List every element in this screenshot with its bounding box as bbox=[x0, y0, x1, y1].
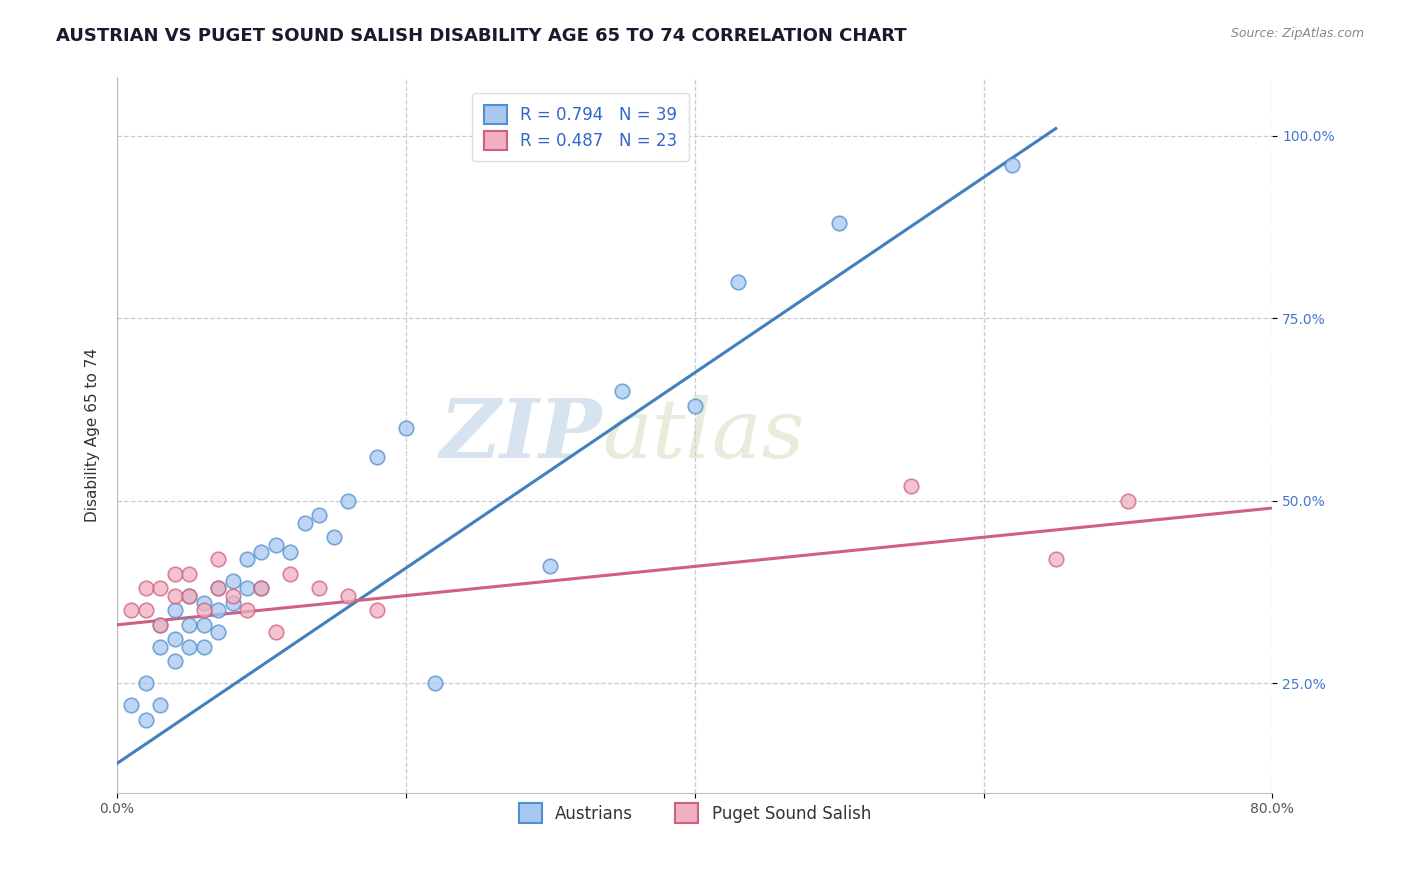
Legend: Austrians, Puget Sound Salish: Austrians, Puget Sound Salish bbox=[506, 792, 883, 834]
Point bbox=[207, 625, 229, 640]
Point bbox=[250, 582, 273, 596]
Text: atlas: atlas bbox=[602, 395, 804, 475]
Point bbox=[900, 479, 922, 493]
Point bbox=[193, 617, 215, 632]
Point bbox=[120, 698, 142, 712]
Point bbox=[135, 582, 157, 596]
Point bbox=[250, 582, 273, 596]
Point bbox=[179, 589, 201, 603]
Point bbox=[193, 596, 215, 610]
Point bbox=[337, 589, 360, 603]
Point bbox=[236, 582, 259, 596]
Point bbox=[163, 603, 186, 617]
Point bbox=[149, 698, 172, 712]
Point bbox=[308, 582, 330, 596]
Text: ZIP: ZIP bbox=[440, 395, 602, 475]
Point bbox=[149, 617, 172, 632]
Point bbox=[163, 566, 186, 581]
Point bbox=[278, 566, 301, 581]
Point bbox=[308, 508, 330, 523]
Point bbox=[278, 545, 301, 559]
Text: AUSTRIAN VS PUGET SOUND SALISH DISABILITY AGE 65 TO 74 CORRELATION CHART: AUSTRIAN VS PUGET SOUND SALISH DISABILIT… bbox=[56, 27, 907, 45]
Point bbox=[149, 640, 172, 654]
Point bbox=[163, 632, 186, 647]
Point bbox=[264, 625, 287, 640]
Point bbox=[1001, 158, 1024, 172]
Point bbox=[179, 589, 201, 603]
Point bbox=[179, 617, 201, 632]
Point bbox=[135, 603, 157, 617]
Point bbox=[727, 275, 749, 289]
Point bbox=[236, 603, 259, 617]
Point bbox=[207, 582, 229, 596]
Point bbox=[264, 537, 287, 551]
Point bbox=[322, 530, 344, 544]
Point bbox=[193, 603, 215, 617]
Point bbox=[337, 493, 360, 508]
Point bbox=[135, 676, 157, 690]
Point bbox=[207, 552, 229, 566]
Point bbox=[366, 450, 388, 464]
Point bbox=[179, 640, 201, 654]
Point bbox=[236, 552, 259, 566]
Point bbox=[1045, 552, 1067, 566]
Point bbox=[538, 559, 561, 574]
Point bbox=[366, 603, 388, 617]
Point bbox=[179, 566, 201, 581]
Point bbox=[163, 654, 186, 668]
Point bbox=[221, 596, 243, 610]
Text: Source: ZipAtlas.com: Source: ZipAtlas.com bbox=[1230, 27, 1364, 40]
Point bbox=[683, 399, 706, 413]
Point bbox=[221, 574, 243, 588]
Point bbox=[193, 640, 215, 654]
Point bbox=[612, 384, 634, 399]
Y-axis label: Disability Age 65 to 74: Disability Age 65 to 74 bbox=[86, 348, 100, 522]
Point bbox=[221, 589, 243, 603]
Point bbox=[294, 516, 316, 530]
Point bbox=[135, 713, 157, 727]
Point bbox=[149, 617, 172, 632]
Point bbox=[163, 589, 186, 603]
Point bbox=[207, 582, 229, 596]
Point bbox=[207, 603, 229, 617]
Point bbox=[828, 216, 851, 230]
Point bbox=[1116, 493, 1139, 508]
Point bbox=[120, 603, 142, 617]
Point bbox=[250, 545, 273, 559]
Point bbox=[149, 582, 172, 596]
Point bbox=[423, 676, 446, 690]
Point bbox=[395, 421, 418, 435]
